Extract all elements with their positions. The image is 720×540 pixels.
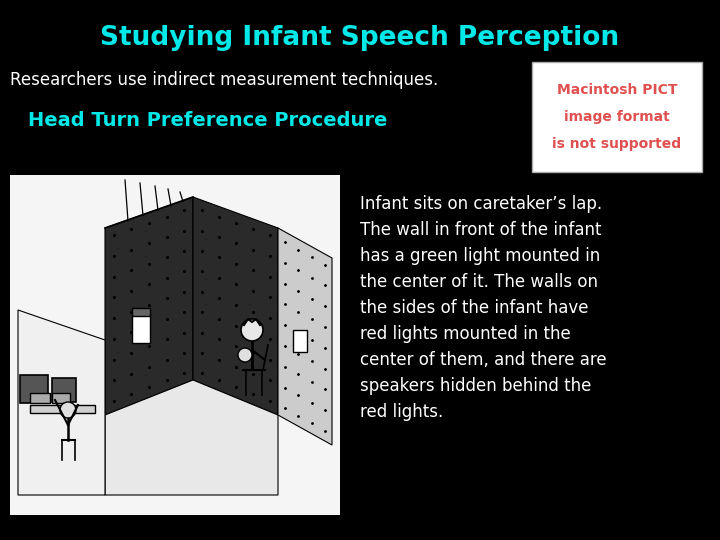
Text: center of them, and there are: center of them, and there are [360,351,607,369]
Polygon shape [105,380,278,495]
Bar [52,378,76,402]
Text: Studying Infant Speech Perception: Studying Infant Speech Perception [100,25,620,51]
Bar [52,393,70,403]
Text: the sides of the infant have: the sides of the infant have [360,299,588,317]
Bar [10,175,340,515]
Bar [132,308,150,316]
Circle shape [241,319,263,341]
Bar [293,330,307,352]
Text: has a green light mounted in: has a green light mounted in [360,247,600,265]
Text: the center of it. The walls on: the center of it. The walls on [360,273,598,291]
Polygon shape [18,310,105,495]
Bar [30,405,95,413]
Text: red lights.: red lights. [360,403,444,421]
Text: Macintosh PICT: Macintosh PICT [557,83,678,97]
Bar [30,393,50,403]
Circle shape [238,348,252,362]
Text: speakers hidden behind the: speakers hidden behind the [360,377,591,395]
Bar [532,62,702,172]
Bar [20,375,48,403]
Polygon shape [105,197,193,415]
Text: The wall in front of the infant: The wall in front of the infant [360,221,601,239]
Text: red lights mounted in the: red lights mounted in the [360,325,571,343]
Text: image format: image format [564,110,670,124]
Circle shape [60,402,76,418]
Text: Head Turn Preference Procedure: Head Turn Preference Procedure [28,111,387,130]
Text: Infant sits on caretaker’s lap.: Infant sits on caretaker’s lap. [360,195,602,213]
Text: Researchers use indirect measurement techniques.: Researchers use indirect measurement tec… [10,71,438,89]
Polygon shape [278,228,332,445]
Polygon shape [193,197,278,415]
Bar [132,315,150,343]
Text: is not supported: is not supported [552,137,682,151]
